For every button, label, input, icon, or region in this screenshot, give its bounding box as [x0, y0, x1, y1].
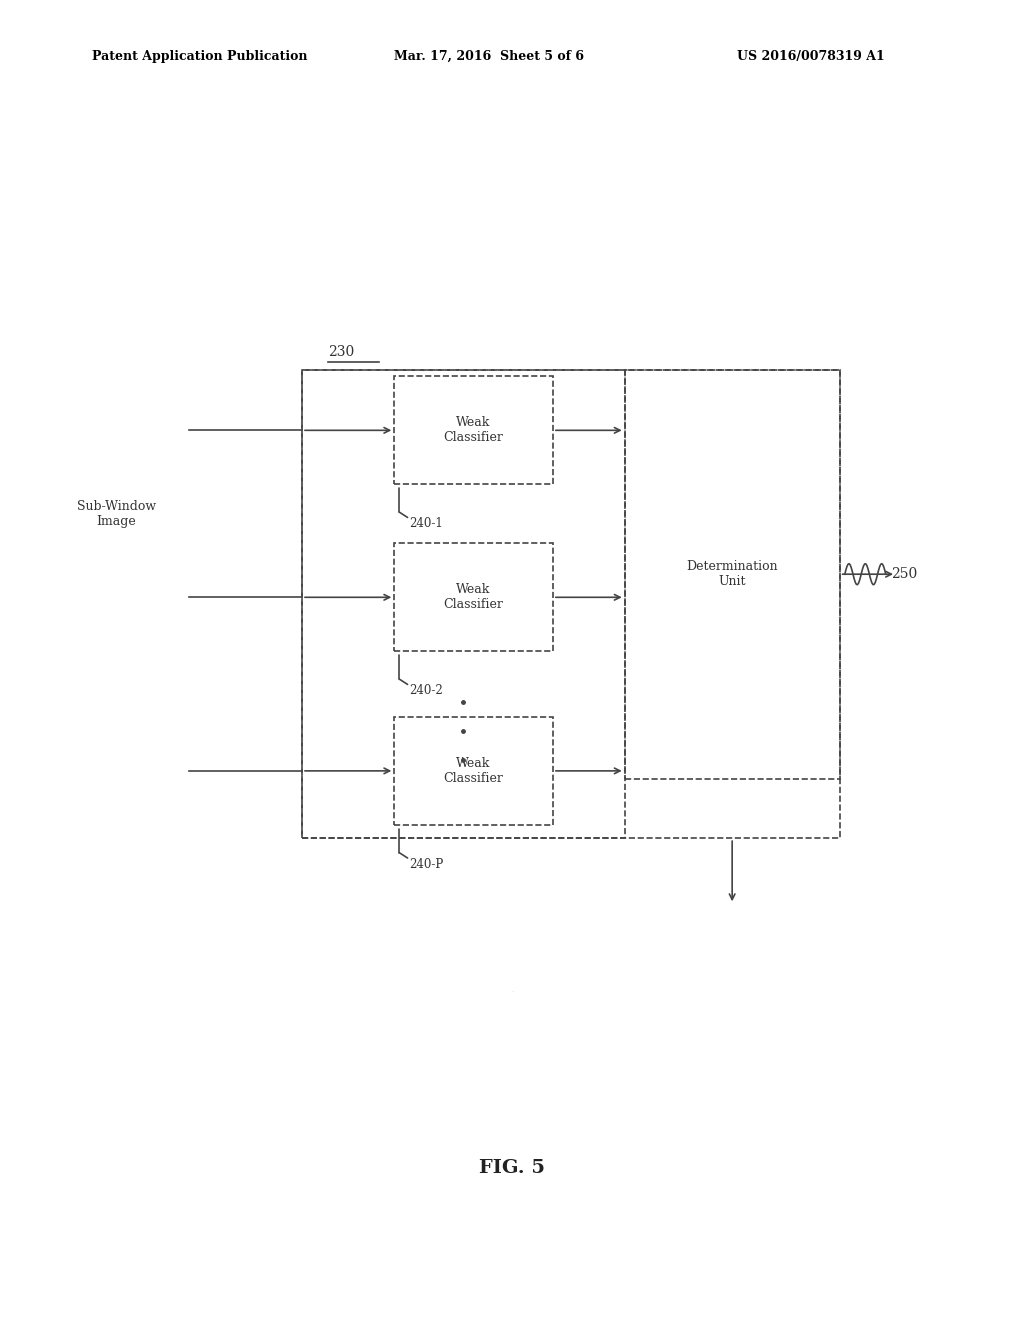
Text: Weak
Classifier: Weak Classifier — [443, 416, 504, 445]
Text: 240-P: 240-P — [410, 858, 443, 871]
Bar — [394, 376, 553, 484]
Text: 240-1: 240-1 — [410, 517, 443, 531]
Text: Mar. 17, 2016  Sheet 5 of 6: Mar. 17, 2016 Sheet 5 of 6 — [394, 50, 585, 63]
Text: 230: 230 — [328, 345, 354, 359]
Text: .: . — [511, 986, 513, 994]
Text: FIG. 5: FIG. 5 — [479, 1159, 545, 1177]
Text: Sub-Window
Image: Sub-Window Image — [77, 500, 156, 528]
Bar — [302, 370, 840, 838]
Bar — [302, 370, 625, 838]
Text: Patent Application Publication: Patent Application Publication — [92, 50, 307, 63]
Bar — [625, 370, 840, 779]
Text: US 2016/0078319 A1: US 2016/0078319 A1 — [737, 50, 885, 63]
Bar — [394, 717, 553, 825]
Text: Weak
Classifier: Weak Classifier — [443, 583, 504, 611]
Text: 240-2: 240-2 — [410, 685, 443, 697]
Bar — [394, 544, 553, 652]
Text: Determination
Unit: Determination Unit — [686, 560, 778, 589]
Text: 250: 250 — [891, 568, 918, 581]
Text: Weak
Classifier: Weak Classifier — [443, 756, 504, 785]
